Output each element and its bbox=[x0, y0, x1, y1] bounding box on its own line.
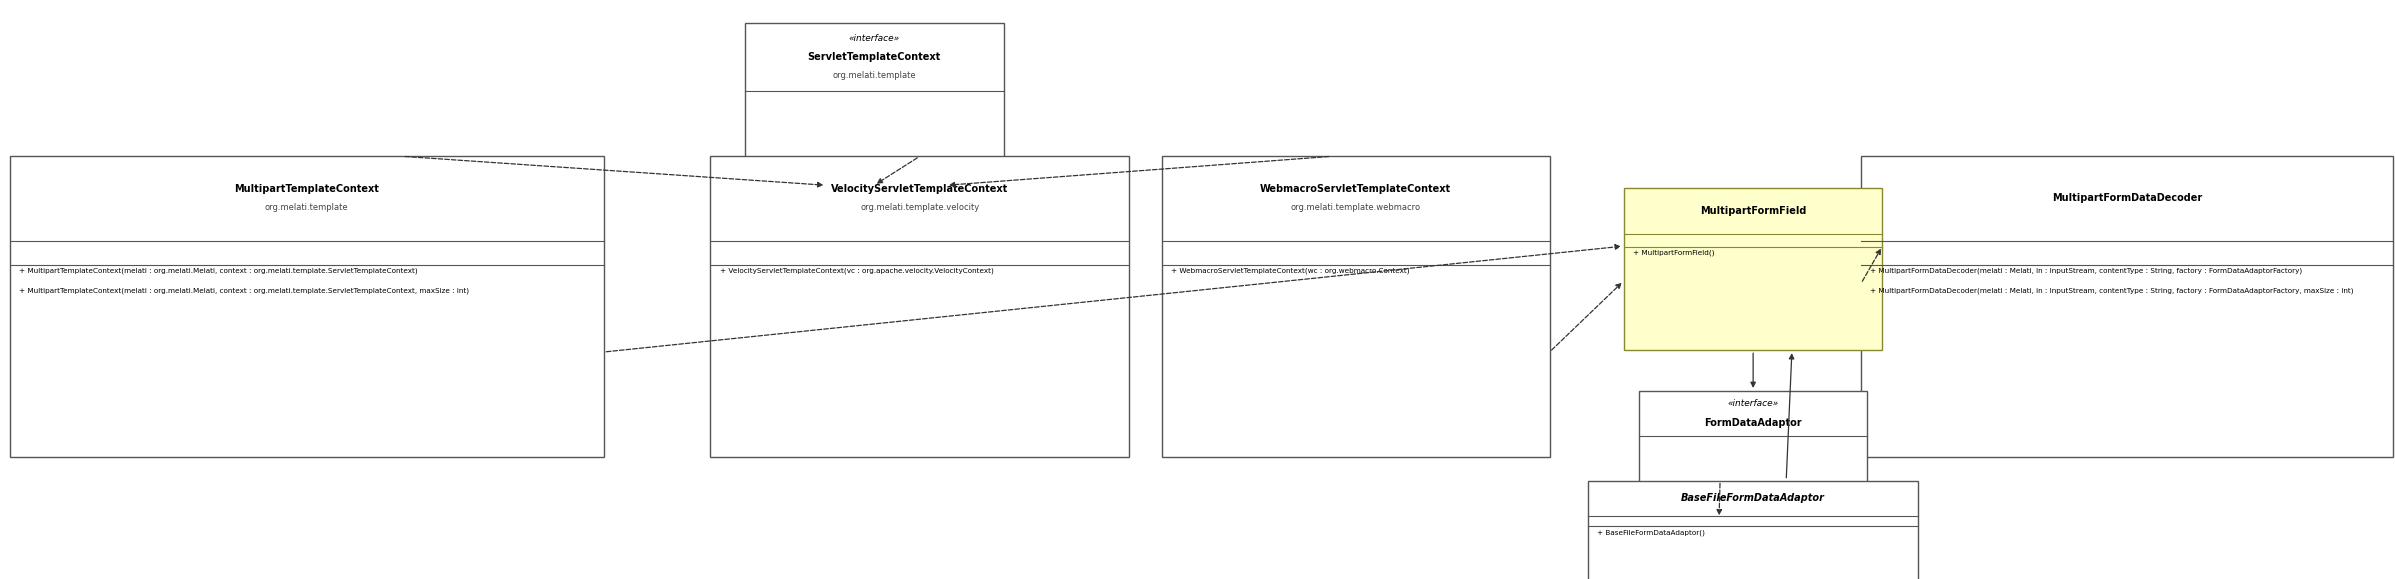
Text: org.melati.template: org.melati.template bbox=[266, 203, 347, 212]
Bar bbox=[10, 156, 604, 457]
Text: «interface»: «interface» bbox=[848, 34, 901, 43]
Bar bbox=[1641, 391, 1868, 518]
Text: BaseFileFormDataAdaptor: BaseFileFormDataAdaptor bbox=[1681, 493, 1825, 503]
Text: org.melati.template: org.melati.template bbox=[833, 71, 915, 80]
Text: + MultipartFormDataDecoder(melati : Melati, in : InputStream, contentType : Stri: + MultipartFormDataDecoder(melati : Mela… bbox=[1870, 288, 2354, 294]
Bar bbox=[1624, 188, 1882, 350]
Text: VelocityServletTemplateContext: VelocityServletTemplateContext bbox=[831, 184, 1008, 194]
Bar bbox=[709, 156, 1130, 457]
Text: + MultipartTemplateContext(melati : org.melati.Melati, context : org.melati.temp: + MultipartTemplateContext(melati : org.… bbox=[19, 267, 417, 274]
Bar bbox=[1588, 481, 1918, 579]
Text: ServletTemplateContext: ServletTemplateContext bbox=[807, 52, 941, 62]
Bar bbox=[1162, 156, 1550, 457]
Text: + WebmacroServletTemplateContext(wc : org.webmacro.Context): + WebmacroServletTemplateContext(wc : or… bbox=[1171, 267, 1411, 274]
Text: org.melati.template.webmacro: org.melati.template.webmacro bbox=[1291, 203, 1420, 212]
Text: MultipartFormField: MultipartFormField bbox=[1700, 206, 1806, 216]
Text: MultipartTemplateContext: MultipartTemplateContext bbox=[235, 184, 378, 194]
Text: WebmacroServletTemplateContext: WebmacroServletTemplateContext bbox=[1260, 184, 1451, 194]
Text: + MultipartFormField(): + MultipartFormField() bbox=[1633, 250, 1715, 256]
Text: + MultipartTemplateContext(melati : org.melati.Melati, context : org.melati.temp: + MultipartTemplateContext(melati : org.… bbox=[19, 288, 469, 294]
Text: + BaseFileFormDataAdaptor(): + BaseFileFormDataAdaptor() bbox=[1597, 529, 1705, 536]
Bar bbox=[1861, 156, 2393, 457]
Text: org.melati.template.velocity: org.melati.template.velocity bbox=[860, 203, 980, 212]
Text: + MultipartFormDataDecoder(melati : Melati, in : InputStream, contentType : Stri: + MultipartFormDataDecoder(melati : Mela… bbox=[1870, 267, 2302, 274]
Bar bbox=[745, 23, 1004, 185]
Text: FormDataAdaptor: FormDataAdaptor bbox=[1705, 417, 1801, 428]
Text: MultipartFormDataDecoder: MultipartFormDataDecoder bbox=[2053, 193, 2201, 203]
Text: «interface»: «interface» bbox=[1727, 400, 1779, 408]
Text: + VelocityServletTemplateContext(vc : org.apache.velocity.VelocityContext): + VelocityServletTemplateContext(vc : or… bbox=[718, 267, 994, 274]
